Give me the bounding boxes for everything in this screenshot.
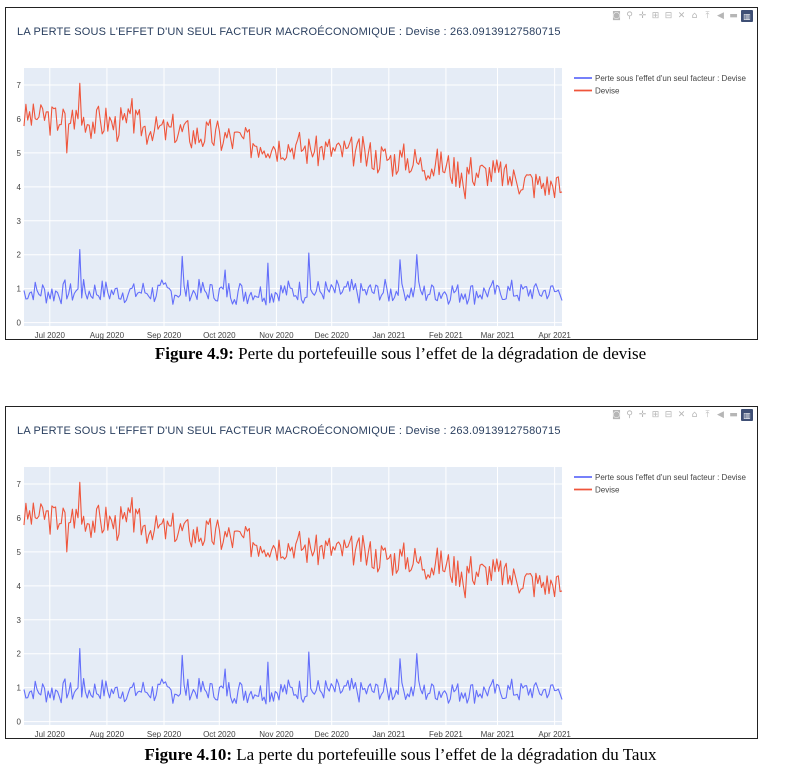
- modebar: ◙ ⚲ ✛ ⊞ ⊟ ✕ ⌂ ⤒ ◀ ▬ ▥: [611, 8, 753, 24]
- line-chart-1: 0 1 2 3 4 5 6 7 Jul 2020 Aug 2020 Sep 2020 Oct 2020…: [17, 68, 747, 339]
- x-tick-label: Apr 2021: [538, 331, 571, 339]
- y-tick-label: 6: [17, 115, 22, 124]
- modebar: ◙ ⚲ ✛ ⊞ ⊟ ✕ ⌂ ⤒ ◀ ▬ ▥: [611, 407, 753, 423]
- home-icon[interactable]: ⌂: [691, 11, 698, 21]
- y-tick-label: 0: [17, 319, 22, 328]
- camera-icon[interactable]: ◙: [612, 11, 621, 21]
- zoom-in-icon[interactable]: ⊞: [651, 410, 660, 420]
- zoom-out-icon[interactable]: ⊟: [664, 410, 673, 420]
- series-line-1[interactable]: [23, 648, 563, 705]
- series-line-2[interactable]: [23, 82, 563, 200]
- x-tick-label: Nov 2020: [259, 331, 294, 339]
- caption-text: Perte du portefeuille sous l’effet de la…: [233, 344, 647, 363]
- hover-compare-icon[interactable]: ▬: [729, 11, 738, 21]
- x-tick-label: Jul 2020: [35, 331, 66, 339]
- legend-item-label[interactable]: Devise: [595, 87, 620, 96]
- legend-item-label[interactable]: Perte sous l'effet d'un seul facteur : D…: [595, 74, 747, 83]
- caption-label: Figure 4.10:: [144, 745, 233, 764]
- plot-area[interactable]: [24, 467, 562, 725]
- y-tick-label: 4: [17, 582, 22, 591]
- spike-lines-icon[interactable]: ⤒: [705, 11, 710, 21]
- caption-text: La perte du portefeuille sous l’effet de…: [232, 745, 657, 764]
- y-tick-label: 3: [17, 616, 22, 625]
- chart-title: LA PERTE SOUS L'EFFET D'UN SEUL FACTEUR …: [17, 26, 561, 38]
- x-tick-label: Sep 2020: [147, 331, 182, 339]
- chart-panel-2: ◙ ⚲ ✛ ⊞ ⊟ ✕ ⌂ ⤒ ◀ ▬ ▥ LA PERTE SOUS L'EF…: [5, 406, 758, 739]
- figure-caption-1: Figure 4.9: Perte du portefeuille sous l…: [0, 344, 801, 364]
- y-tick-label: 3: [17, 217, 22, 226]
- x-tick-label: Mar 2021: [481, 331, 515, 339]
- legend-item-label[interactable]: Devise: [595, 486, 620, 495]
- pan-icon[interactable]: ✛: [638, 11, 647, 21]
- plotly-logo-icon[interactable]: ▥: [741, 409, 753, 421]
- y-tick-label: 5: [17, 149, 22, 158]
- x-tick-label: Nov 2020: [259, 730, 294, 738]
- x-tick-label: Mar 2021: [481, 730, 515, 738]
- x-tick-label: Aug 2020: [90, 730, 125, 738]
- x-tick-label: Sep 2020: [147, 730, 182, 738]
- x-tick-label: Jul 2020: [35, 730, 66, 738]
- x-tick-label: Jan 2021: [372, 730, 405, 738]
- y-tick-label: 0: [17, 718, 22, 727]
- x-tick-label: Jan 2021: [372, 331, 405, 339]
- y-tick-label: 1: [17, 684, 22, 693]
- y-tick-label: 5: [17, 548, 22, 557]
- spike-lines-icon[interactable]: ⤒: [705, 410, 710, 420]
- hover-closest-icon[interactable]: ◀: [717, 410, 724, 420]
- hover-compare-icon[interactable]: ▬: [729, 410, 738, 420]
- series-line-1[interactable]: [23, 249, 563, 306]
- zoom-icon[interactable]: ⚲: [626, 410, 633, 420]
- x-tick-label: Dec 2020: [315, 331, 350, 339]
- plotly-logo-icon[interactable]: ▥: [741, 10, 753, 22]
- legend: Perte sous l'effet d'un seul facteur : D…: [574, 473, 747, 495]
- autoscale-icon[interactable]: ✕: [677, 11, 686, 21]
- x-tick-label: Apr 2021: [538, 730, 571, 738]
- x-tick-label: Dec 2020: [315, 730, 350, 738]
- hover-closest-icon[interactable]: ◀: [717, 11, 724, 21]
- series-line-2[interactable]: [23, 481, 563, 599]
- line-chart-2: 0 1 2 3 4 5 6 7 Jul 2020 Aug 2020 Sep 2020 Oct 2020…: [17, 467, 747, 738]
- legend: Perte sous l'effet d'un seul facteur : D…: [574, 74, 747, 96]
- home-icon[interactable]: ⌂: [691, 410, 698, 420]
- legend-item-label[interactable]: Perte sous l'effet d'un seul facteur : D…: [595, 473, 747, 482]
- camera-icon[interactable]: ◙: [612, 410, 621, 420]
- figure-caption-2: Figure 4.10: La perte du portefeuille so…: [0, 745, 801, 765]
- zoom-out-icon[interactable]: ⊟: [664, 11, 673, 21]
- x-tick-label: Feb 2021: [429, 730, 463, 738]
- x-tick-label: Oct 2020: [203, 331, 236, 339]
- y-tick-label: 1: [17, 285, 22, 294]
- plot-area[interactable]: [24, 68, 562, 326]
- y-tick-label: 6: [17, 514, 22, 523]
- zoom-in-icon[interactable]: ⊞: [651, 11, 660, 21]
- zoom-icon[interactable]: ⚲: [626, 11, 633, 21]
- x-tick-label: Feb 2021: [429, 331, 463, 339]
- autoscale-icon[interactable]: ✕: [677, 410, 686, 420]
- y-tick-label: 7: [17, 480, 22, 489]
- y-tick-label: 2: [17, 650, 22, 659]
- x-tick-label: Oct 2020: [203, 730, 236, 738]
- pan-icon[interactable]: ✛: [638, 410, 647, 420]
- y-tick-label: 7: [17, 81, 22, 90]
- chart-title: LA PERTE SOUS L'EFFET D'UN SEUL FACTEUR …: [17, 425, 561, 437]
- y-tick-label: 4: [17, 183, 22, 192]
- chart-panel-1: ◙ ⚲ ✛ ⊞ ⊟ ✕ ⌂ ⤒ ◀ ▬ ▥ LA PERTE SOUS L'EF…: [5, 7, 758, 340]
- caption-label: Figure 4.9:: [154, 344, 234, 363]
- x-tick-label: Aug 2020: [90, 331, 125, 339]
- y-tick-label: 2: [17, 251, 22, 260]
